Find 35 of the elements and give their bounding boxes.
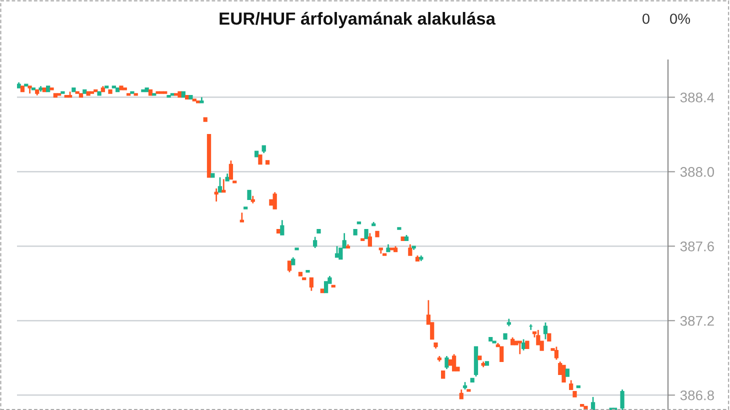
text: 0	[642, 14, 650, 24]
candlestick	[214, 188, 218, 202]
candlestick	[444, 355, 449, 370]
candlestick	[313, 236, 318, 249]
candlestick	[408, 244, 412, 256]
chart-title: EUR/HUF árfolyamának alakulása	[220, 12, 496, 28]
candlestick	[590, 396, 596, 410]
candlestick	[287, 260, 292, 273]
candlestick	[562, 364, 566, 382]
candlestick	[228, 160, 234, 180]
candlestick	[272, 191, 277, 210]
candlestick	[620, 388, 624, 410]
candlestick	[543, 322, 548, 340]
candlestick	[364, 228, 368, 240]
candlestick	[324, 281, 328, 294]
candlestick	[334, 245, 340, 258]
candlestick	[218, 176, 222, 193]
y-tick-label: 388.0	[680, 167, 714, 177]
candlestick	[518, 340, 522, 355]
candlestick	[280, 219, 284, 236]
candlestick	[247, 190, 252, 200]
candlestick	[258, 154, 262, 165]
y-tick-label: 388.4	[680, 92, 714, 102]
candlestick	[309, 277, 314, 292]
y-tick-label: 387.2	[680, 316, 714, 326]
y-tick-label: 387.6	[680, 242, 714, 252]
candlestick	[222, 178, 226, 193]
text: 0%	[670, 14, 690, 24]
candlestick	[500, 346, 504, 362]
candlestick	[368, 232, 372, 247]
candlestick	[459, 388, 464, 400]
candlestick	[452, 353, 456, 372]
y-tick-label: 386.8	[680, 390, 714, 400]
candlestick	[554, 346, 559, 360]
candlestick	[240, 212, 244, 223]
